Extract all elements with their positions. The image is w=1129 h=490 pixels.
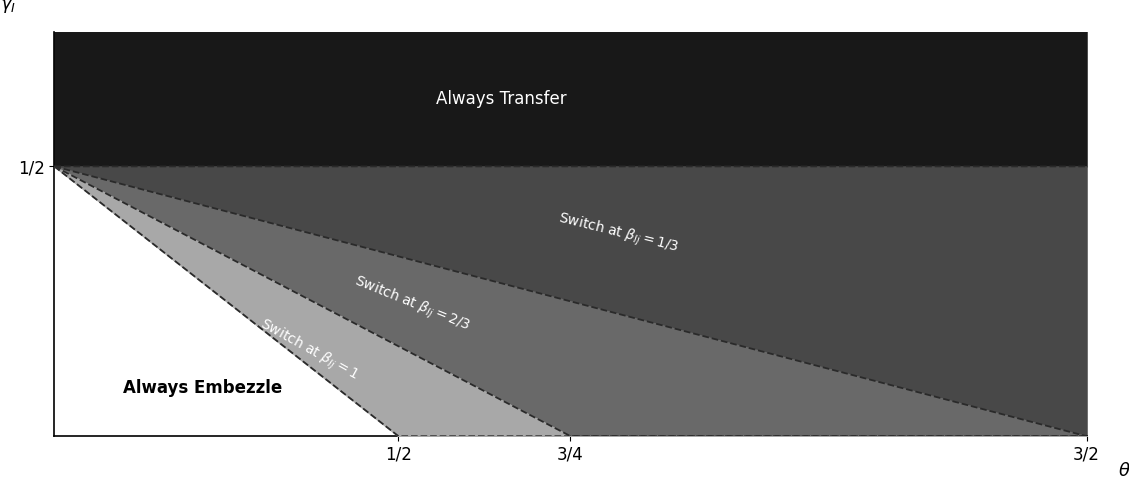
Text: Switch at $\beta_{Ij} = 2/3$: Switch at $\beta_{Ij} = 2/3$ bbox=[351, 272, 473, 336]
Text: Always Embezzle: Always Embezzle bbox=[123, 379, 282, 397]
X-axis label: $\theta_{Ij}$: $\theta_{Ij}$ bbox=[1118, 461, 1129, 485]
Text: Switch at $\beta_{Ij} = 1$: Switch at $\beta_{Ij} = 1$ bbox=[256, 315, 361, 385]
Y-axis label: $\gamma_I$: $\gamma_I$ bbox=[0, 0, 16, 15]
Text: Switch at $\beta_{Ij} = 1/3$: Switch at $\beta_{Ij} = 1/3$ bbox=[557, 210, 681, 258]
Text: Always Transfer: Always Transfer bbox=[436, 90, 567, 108]
